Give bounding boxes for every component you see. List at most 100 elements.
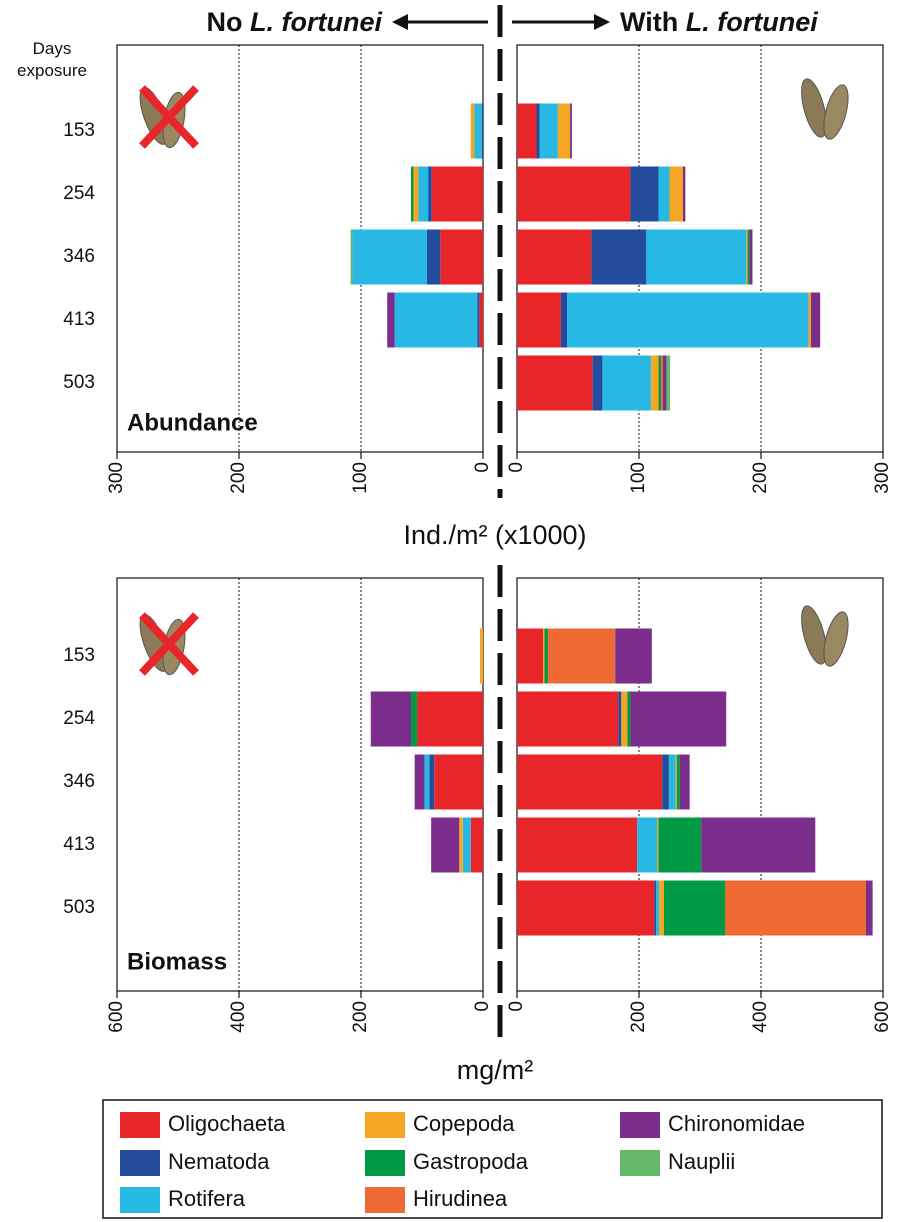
mussel-icon-crossed xyxy=(134,611,196,676)
bar-segment xyxy=(680,755,690,810)
x-tick-label: 400 xyxy=(228,1001,249,1033)
bar-segment xyxy=(651,356,658,411)
bar-segment xyxy=(428,167,432,222)
legend-swatch xyxy=(365,1112,405,1138)
x-tick-label: 0 xyxy=(506,1001,527,1012)
bar-segment xyxy=(517,293,561,348)
bar-segment xyxy=(630,167,658,222)
bar-segment xyxy=(429,755,434,810)
y-tick-label: 254 xyxy=(63,183,95,204)
y-axis-title: Days exposure xyxy=(2,38,102,82)
bar-segment xyxy=(748,230,750,285)
y-tick-label: 153 xyxy=(63,120,95,141)
x-tick-label: 300 xyxy=(106,462,127,494)
icons xyxy=(134,76,853,676)
x-tick-label: 100 xyxy=(628,462,649,494)
bar-segment xyxy=(471,818,483,873)
bar-segment xyxy=(670,167,683,222)
bar-segment xyxy=(646,230,746,285)
mussel-icon-crossed xyxy=(134,84,196,149)
bar-segment xyxy=(656,881,659,936)
y-tick-label: 346 xyxy=(63,246,95,267)
bar-segment xyxy=(459,818,463,873)
bar-segment xyxy=(482,104,483,159)
bar-segment xyxy=(664,881,725,936)
bar-segment xyxy=(627,692,630,747)
x-tick-label: 600 xyxy=(106,1001,127,1033)
bar-segment xyxy=(659,356,661,411)
mussel-icon xyxy=(797,603,853,668)
legend-label: Hirudinea xyxy=(413,1186,508,1211)
bar-segment xyxy=(662,755,669,810)
x-tick-label: 0 xyxy=(472,462,493,473)
bar-segment xyxy=(517,629,543,684)
bar-segment xyxy=(661,356,663,411)
page: No L. fortunei With L. fortunei 0 0 100 100… xyxy=(0,0,901,1222)
x-tick-label: 0 xyxy=(472,1001,493,1012)
bar-segment xyxy=(618,692,621,747)
bar-segment xyxy=(666,356,670,411)
bar-segment xyxy=(621,692,627,747)
bar-segment xyxy=(431,818,459,873)
y-tick-label: 346 xyxy=(63,771,95,792)
panel-label: Biomass xyxy=(127,948,227,975)
arrow-head xyxy=(392,14,408,30)
bar-segment xyxy=(570,104,572,159)
arrow-head xyxy=(594,14,610,30)
bar-segment xyxy=(415,755,425,810)
x-tick-label: 600 xyxy=(872,1001,893,1033)
x-tick-label: 100 xyxy=(350,462,371,494)
bar-segment xyxy=(517,818,637,873)
bar-segment xyxy=(352,230,426,285)
x-axis-title: Ind./m² (x1000) xyxy=(403,520,586,550)
right-header: With L. fortunei xyxy=(620,7,818,37)
bar-segment xyxy=(434,755,483,810)
y-tick-label: 413 xyxy=(63,309,95,330)
bar-segment xyxy=(544,629,548,684)
legend-swatch xyxy=(365,1150,405,1176)
bar-segment xyxy=(809,293,811,348)
bar-segment xyxy=(637,818,657,873)
left-header: No L. fortunei xyxy=(207,7,383,37)
bar-segment xyxy=(411,167,413,222)
bar-segment xyxy=(657,818,658,873)
bar-segment xyxy=(749,230,752,285)
bar-segment xyxy=(517,356,593,411)
bar-segment xyxy=(558,104,570,159)
legend-label: Chironomidae xyxy=(668,1111,805,1136)
bar-segment xyxy=(480,629,483,684)
legend-swatch xyxy=(620,1150,660,1176)
bar-segment xyxy=(517,230,591,285)
legend-swatch xyxy=(120,1112,160,1138)
bar-segment xyxy=(593,356,603,411)
mussel-icon xyxy=(797,76,853,141)
bar-segment xyxy=(663,356,667,411)
x-tick-label: 300 xyxy=(872,462,893,494)
bar-segment xyxy=(517,692,618,747)
bar-segment xyxy=(517,104,537,159)
bar-segment xyxy=(659,818,702,873)
header-species: L. fortunei xyxy=(250,7,382,37)
bar-segment xyxy=(811,293,820,348)
bar-segment xyxy=(602,356,651,411)
bar-segment xyxy=(537,104,540,159)
legend-swatch xyxy=(365,1187,405,1213)
bar-segment xyxy=(548,629,615,684)
bar-segment xyxy=(517,881,654,936)
bar-segment xyxy=(411,692,417,747)
legend-label: Nauplii xyxy=(668,1149,735,1174)
panel-label: Abundance xyxy=(127,409,258,436)
bar-segment xyxy=(591,230,646,285)
bar-segment xyxy=(654,881,656,936)
bar-segment xyxy=(418,167,428,222)
legend-label: Copepoda xyxy=(413,1111,515,1136)
legend-swatch xyxy=(120,1187,160,1213)
x-tick-label: 0 xyxy=(506,462,527,473)
bar-segment xyxy=(866,881,873,936)
bar-segment xyxy=(517,167,630,222)
bar-segment xyxy=(543,629,544,684)
x-tick-label: 200 xyxy=(750,462,771,494)
header-word: No xyxy=(207,7,243,37)
bar-segment xyxy=(463,818,471,873)
bar-segment xyxy=(659,167,670,222)
